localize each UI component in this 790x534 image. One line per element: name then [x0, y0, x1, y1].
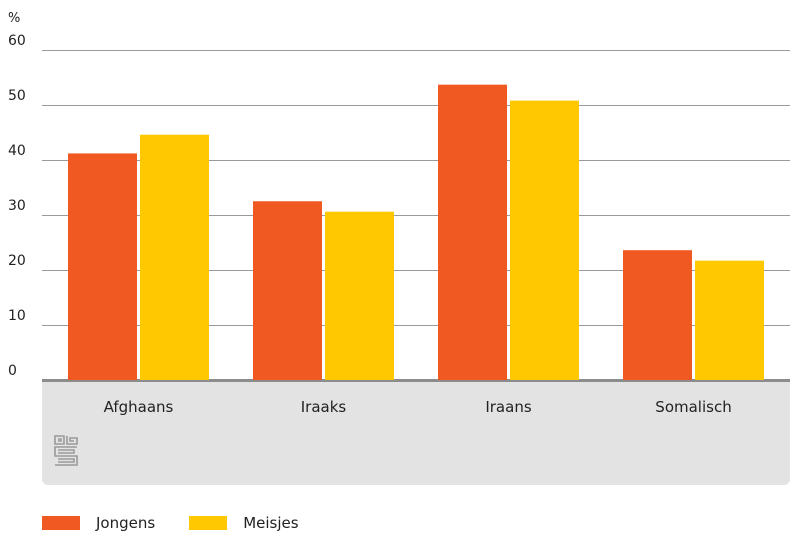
- y-tick-labels: 0 10 20 30 40 50 60: [8, 33, 26, 379]
- bar-jongens-afghaans: [68, 153, 137, 380]
- legend-label-meisjes: Meisjes: [243, 514, 299, 532]
- y-tick-label: 30: [8, 198, 26, 214]
- legend-item-jongens: Jongens: [42, 514, 155, 532]
- bar-meisjes-afghaans: [140, 134, 209, 380]
- y-tick-label: 10: [8, 308, 26, 324]
- category-labels: Afghaans Iraaks Iraans Somalisch: [104, 398, 732, 416]
- y-tick-label: 0: [8, 363, 17, 379]
- category-label-somalisch: Somalisch: [655, 398, 731, 416]
- y-tick-label: 40: [8, 143, 26, 159]
- category-axis-band-top: [42, 381, 790, 389]
- y-unit-label: %: [8, 11, 20, 26]
- category-label-iraans: Iraans: [485, 398, 531, 416]
- legend-swatch-meisjes: [189, 516, 228, 530]
- category-label-iraaks: Iraaks: [301, 398, 347, 416]
- bar-meisjes-somalisch: [695, 260, 764, 380]
- legend-swatch-jongens: [42, 516, 80, 530]
- legend-label-jongens: Jongens: [96, 514, 156, 532]
- bar-meisjes-iraaks: [325, 211, 394, 380]
- bar-jongens-iraans: [438, 84, 507, 381]
- y-tick-label: 50: [8, 88, 26, 104]
- bar-meisjes-iraans: [510, 100, 579, 380]
- category-axis-band: [42, 381, 790, 485]
- bar-jongens-somalisch: [623, 250, 692, 380]
- cbs-logo-icon: [54, 435, 78, 466]
- bars: [68, 84, 764, 381]
- legend: Jongens Meisjes: [42, 514, 333, 532]
- legend-item-meisjes: Meisjes: [189, 514, 299, 532]
- y-tick-label: 20: [8, 253, 26, 269]
- y-tick-label: 60: [8, 33, 26, 49]
- category-label-afghaans: Afghaans: [104, 398, 174, 416]
- bar-jongens-iraaks: [253, 201, 322, 380]
